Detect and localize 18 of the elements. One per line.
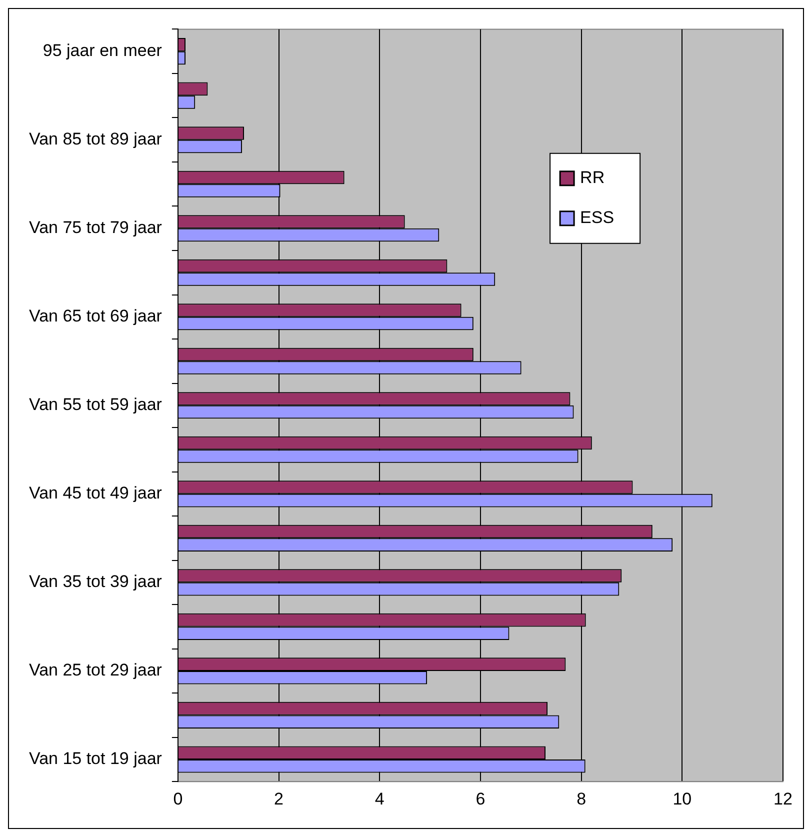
y-tick-label: Van 65 tot 69 jaar xyxy=(28,306,162,326)
y-tick-label: 95 jaar en meer xyxy=(42,41,162,60)
y-tick-label: Van 55 tot 59 jaar xyxy=(28,395,162,414)
x-tick-label: 12 xyxy=(774,789,792,808)
legend-label: ESS xyxy=(580,208,614,228)
y-tick-label: Van 25 tot 29 jaar xyxy=(28,660,162,680)
x-tick-label: 2 xyxy=(274,789,284,808)
x-tick-label: 8 xyxy=(576,789,586,808)
y-tick-label: Van 85 tot 89 jaar xyxy=(28,130,162,149)
x-tick-label: 6 xyxy=(476,789,486,808)
y-tick-label: Van 75 tot 79 jaar xyxy=(28,218,162,238)
y-tick-label: Van 35 tot 39 jaar xyxy=(28,572,162,592)
x-tick-label: 4 xyxy=(374,789,384,808)
y-tick-label: Van 45 tot 49 jaar xyxy=(28,484,162,503)
legend-label: RR xyxy=(580,168,605,188)
y-tick-label: Van 15 tot 19 jaar xyxy=(28,749,162,768)
x-tick-label: 10 xyxy=(672,789,692,808)
x-tick-label: 0 xyxy=(173,789,183,808)
